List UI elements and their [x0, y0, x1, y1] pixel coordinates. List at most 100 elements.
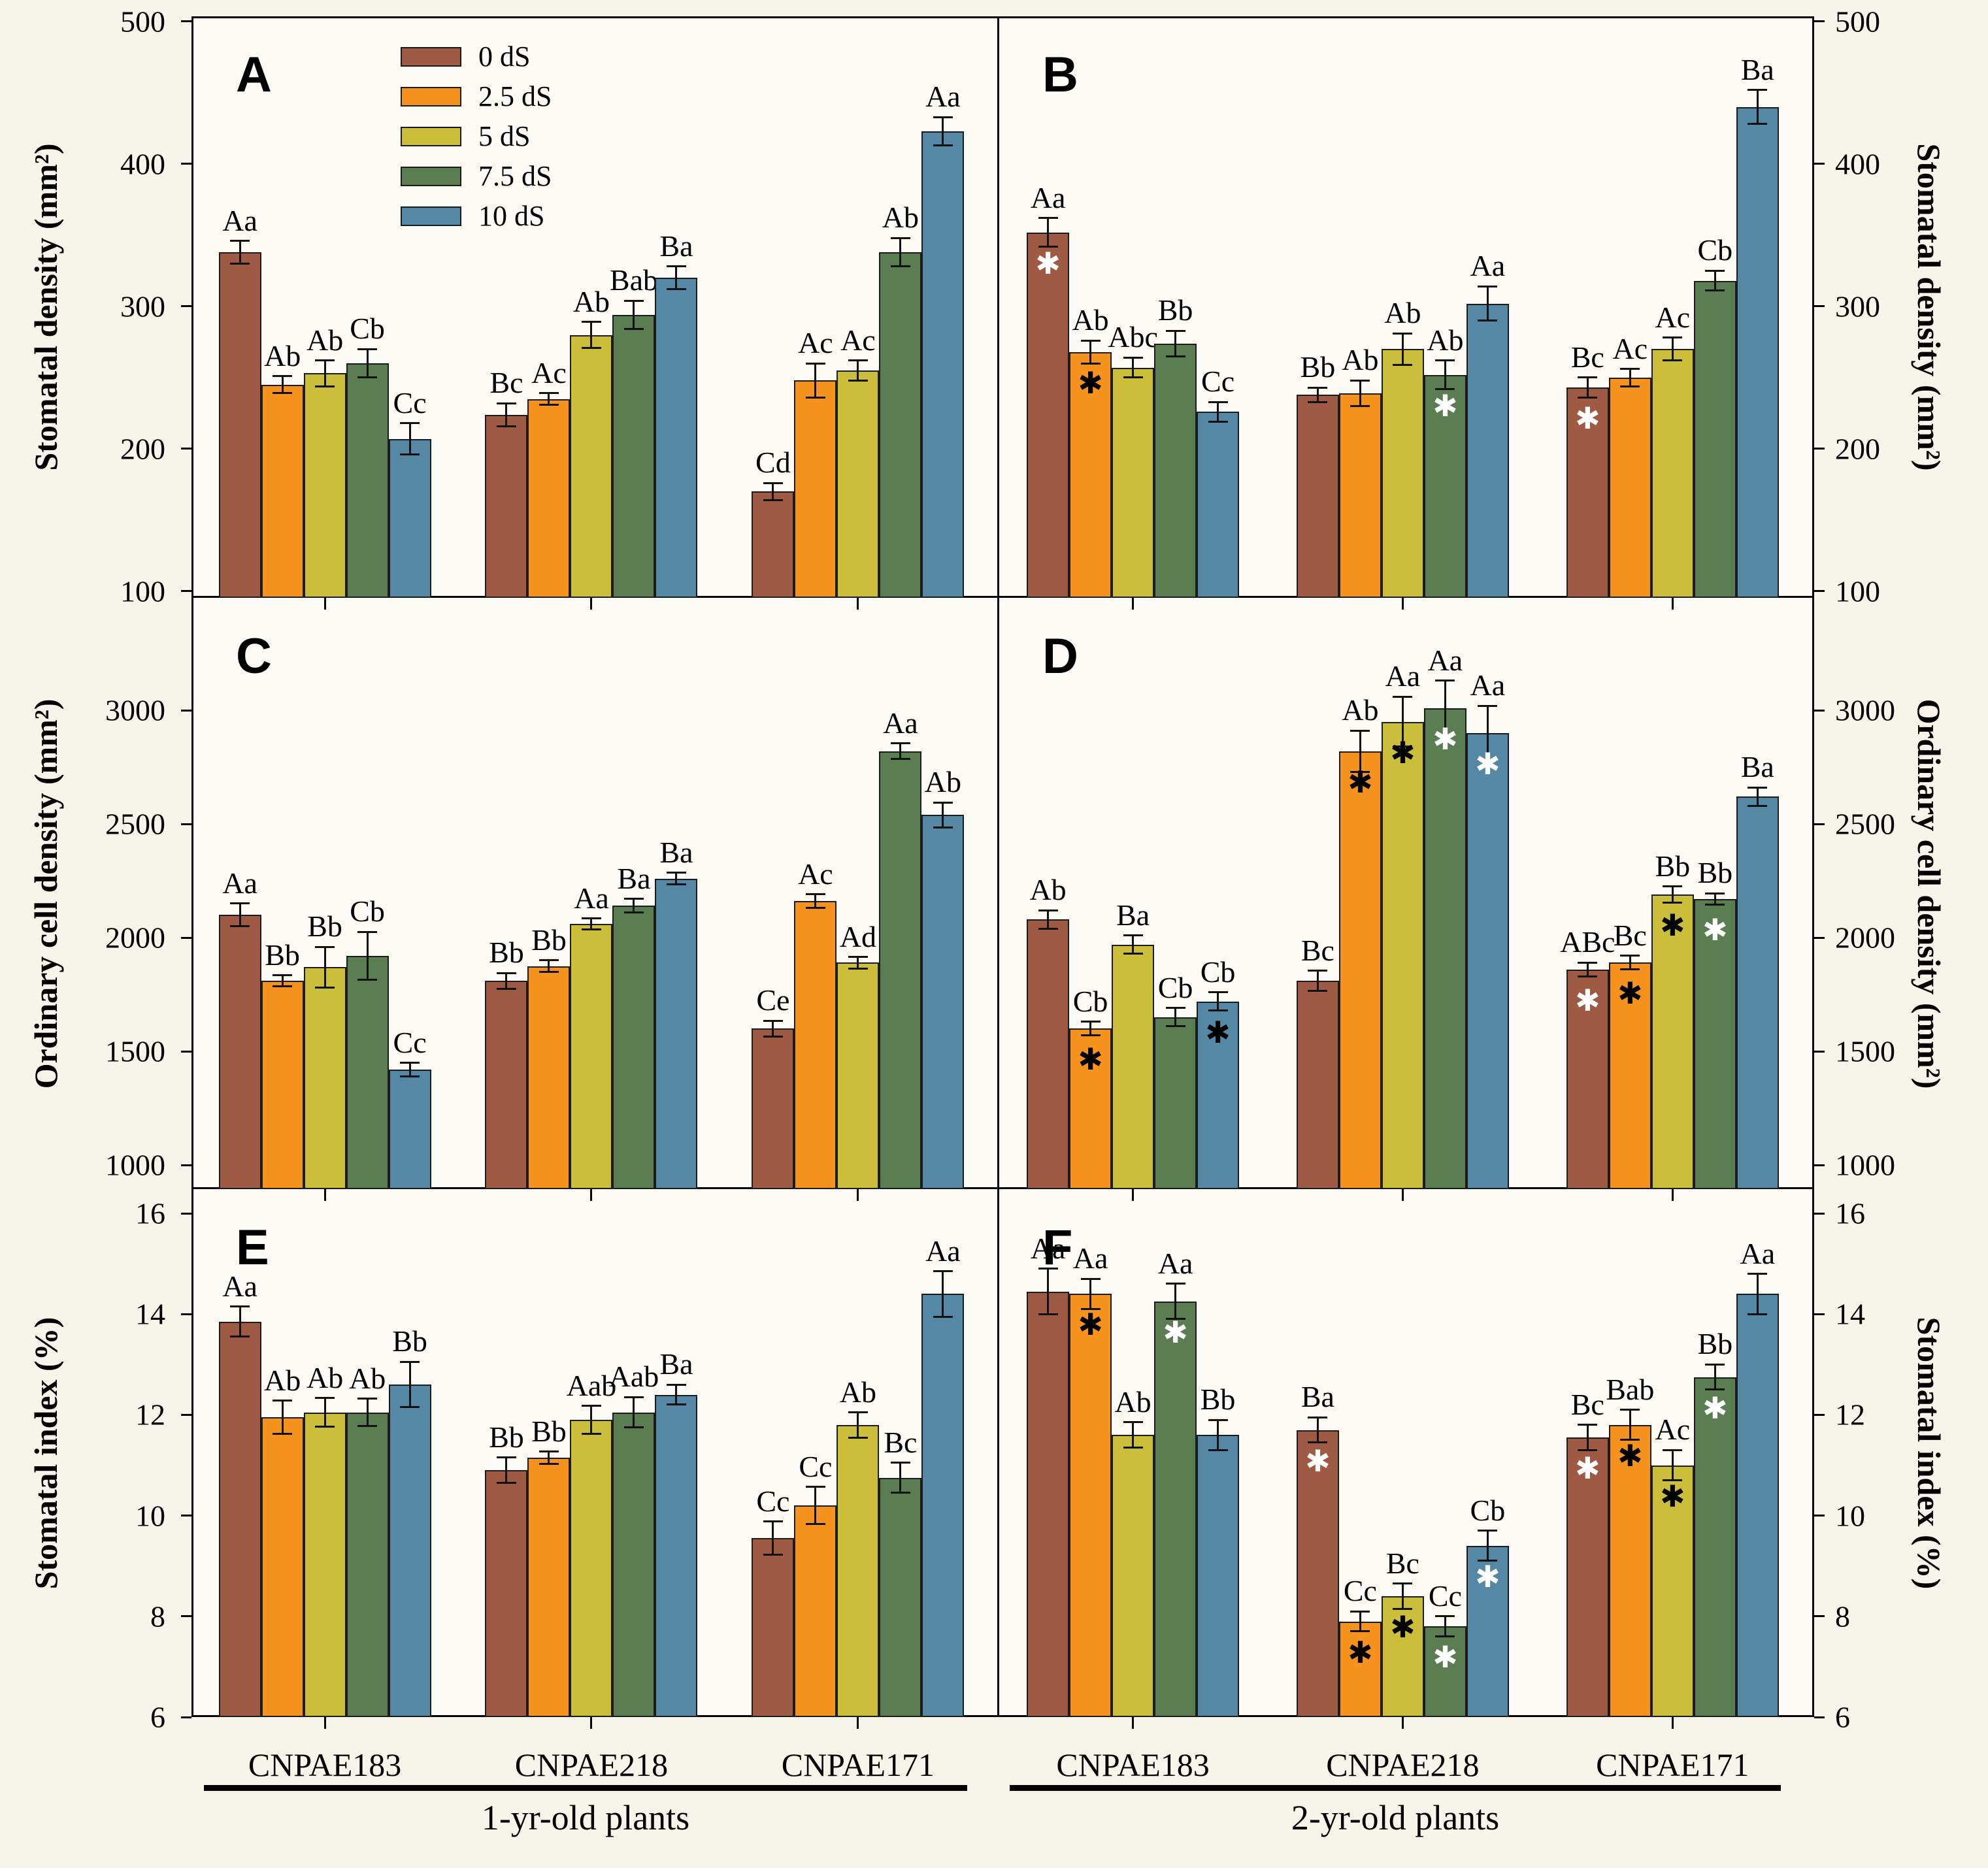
error-bar-line [899, 1462, 902, 1493]
error-bar-cap [933, 801, 953, 804]
x-category-label: CNPAE218 [514, 1746, 669, 1783]
error-bar-line [1629, 955, 1631, 970]
bar [1608, 1424, 1651, 1717]
error-bar-cap [666, 265, 686, 268]
error-bar-cap [666, 288, 686, 291]
error-bar-cap [1038, 927, 1058, 930]
error-bar-cap [848, 1411, 868, 1414]
bar-letter-label: Aa [1030, 180, 1066, 214]
bar [1608, 962, 1651, 1189]
error-bar-cap [496, 1456, 516, 1459]
error-bar-cap [1350, 405, 1370, 408]
bar [1296, 981, 1339, 1189]
legend-item-2-5ds: 2.5 dS [401, 76, 552, 116]
error-bar-cap [1663, 885, 1683, 888]
error-bar-line [1316, 1417, 1319, 1443]
y-tick-left [181, 936, 191, 939]
x-group-tick [1671, 598, 1674, 610]
bar [527, 966, 571, 1189]
error-bar-line [408, 423, 411, 455]
x-group-tick [590, 1189, 593, 1201]
bar [1423, 708, 1466, 1189]
error-bar-line [633, 898, 635, 913]
error-bar-cap [1705, 269, 1725, 272]
bar-letter-label: Ba [1740, 750, 1774, 784]
significance-star: ✱ [1475, 1558, 1500, 1594]
error-bar-line [366, 932, 369, 980]
error-bar-cap [1663, 336, 1683, 339]
error-bar-line [1444, 360, 1446, 389]
error-bar-line [1174, 1283, 1177, 1319]
error-bar-cap [315, 987, 335, 989]
bar [218, 252, 261, 598]
error-bar-line [1047, 910, 1050, 929]
error-bar-cap [581, 1433, 601, 1435]
significance-star: ✱ [1390, 734, 1416, 770]
bar-letter-label: Cc [393, 385, 427, 419]
bar [1154, 1301, 1197, 1717]
bar-letter-label: Ba [617, 861, 651, 895]
error-bar-cap [1748, 1273, 1768, 1275]
bar [1027, 232, 1070, 598]
bar [1154, 1017, 1197, 1189]
error-bar-cap [315, 385, 335, 387]
error-bar-cap [1578, 376, 1598, 379]
error-bar-line [772, 1521, 774, 1555]
y-tick-right [1814, 1515, 1825, 1517]
bar [1112, 1435, 1155, 1717]
y-axis-title-cell-density-right: Ordinary cell density (mm²) [1911, 698, 1947, 1089]
legend-item-5ds: 5 dS [401, 116, 552, 156]
error-bar-cap [1620, 1409, 1640, 1411]
error-bar-cap [315, 945, 335, 948]
error-bar-line [505, 973, 508, 989]
bar [1112, 367, 1155, 598]
legend-item-7-5ds: 7.5 dS [401, 156, 552, 196]
error-bar-cap [1748, 1313, 1768, 1315]
bar-letter-label: Cb [1157, 970, 1193, 1004]
error-bar-cap [848, 1436, 868, 1439]
age-group-underline-2yr [1010, 1785, 1781, 1791]
bar [388, 1069, 431, 1189]
error-bar-cap [1578, 975, 1598, 977]
y-tick-label-right: 12 [1835, 1398, 1865, 1432]
error-bar-cap [1038, 217, 1058, 220]
bar [837, 962, 880, 1189]
error-bar-cap [230, 925, 250, 928]
error-bar-cap [890, 742, 910, 745]
error-bar-line [1444, 680, 1446, 736]
x-group-tick [1671, 1717, 1674, 1729]
error-bar-line [1401, 1583, 1404, 1609]
bar-letter-label: Bab [1606, 1372, 1655, 1406]
error-bar-line [1586, 962, 1589, 977]
error-bar-cap [400, 1360, 420, 1363]
error-bar-line [548, 393, 550, 405]
legend-label-10ds: 10 dS [478, 200, 545, 232]
error-bar-cap [1435, 359, 1455, 362]
error-bar-cap [1350, 770, 1370, 773]
error-bar-line [1714, 1364, 1716, 1390]
bar [1069, 352, 1112, 598]
error-bar-cap [933, 1315, 953, 1318]
legend: 0 dS 2.5 dS 5 dS 7.5 dS 10 dS [401, 37, 552, 236]
bar-letter-label: Ab [1342, 343, 1379, 377]
bar-letter-label: Cc [1343, 1574, 1377, 1608]
error-bar-line [239, 1306, 241, 1337]
error-bar-line [1089, 1021, 1092, 1036]
error-bar-cap [1080, 1021, 1101, 1023]
bar [794, 380, 837, 598]
bar [655, 878, 698, 1189]
bar [1154, 343, 1197, 598]
bar [346, 955, 389, 1189]
error-bar-line [1174, 1008, 1177, 1026]
error-bar-cap [1123, 1421, 1143, 1424]
error-bar-line [1486, 286, 1489, 321]
error-bar-cap [496, 425, 516, 427]
bar-letter-label: Ba [659, 835, 693, 869]
y-tick-right [1814, 20, 1825, 23]
bar [570, 1420, 613, 1717]
bar [527, 399, 571, 598]
error-bar-cap [1748, 123, 1768, 125]
error-bar-line [590, 918, 593, 930]
y-tick-label-left: 200 [120, 432, 165, 466]
bar [218, 1321, 261, 1717]
